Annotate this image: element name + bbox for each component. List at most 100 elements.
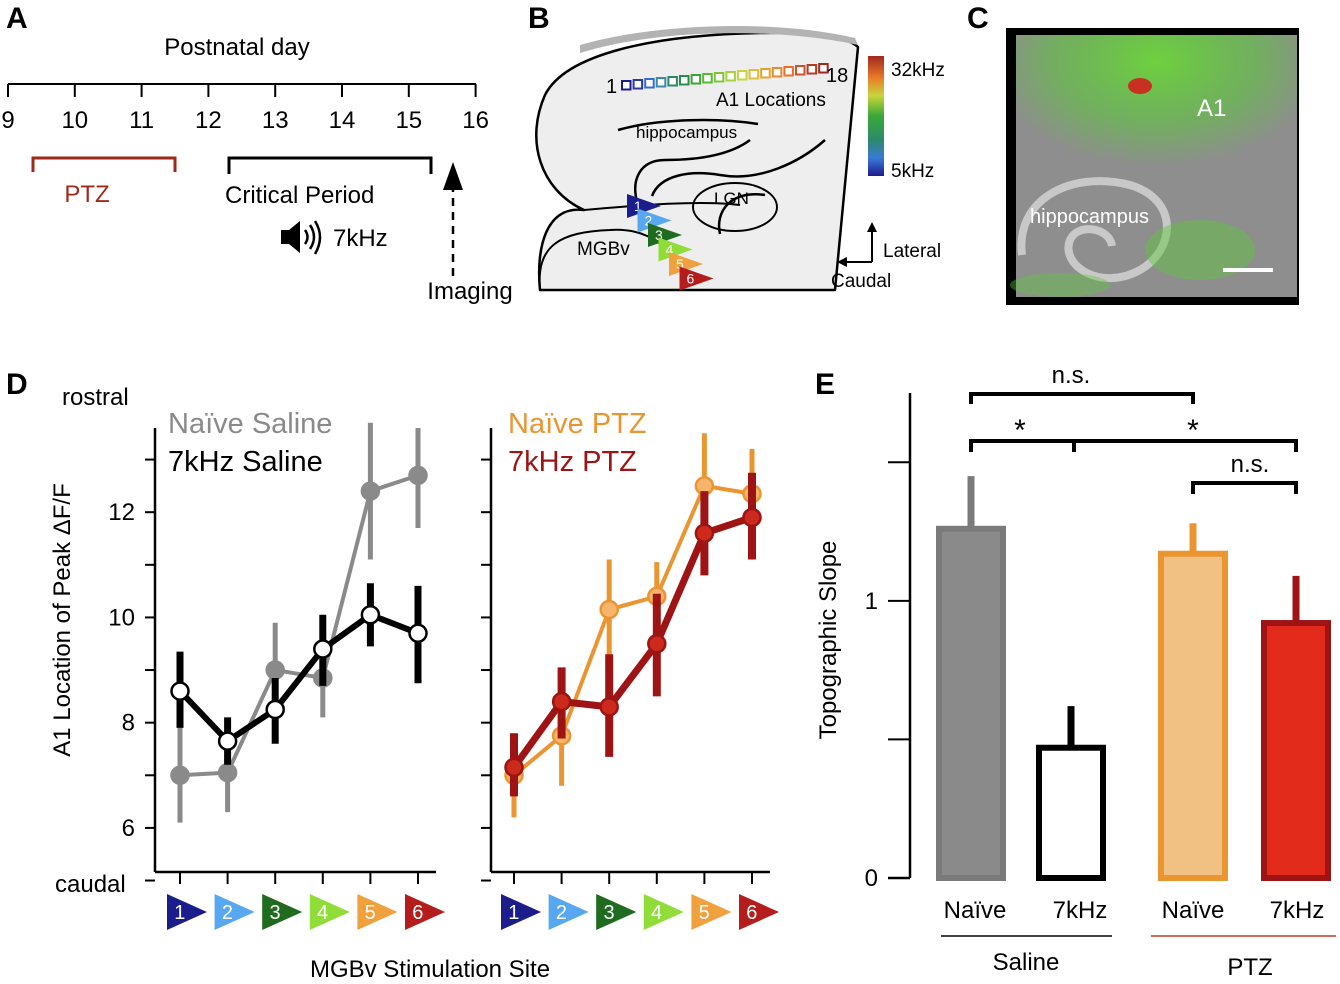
sig-star-saline: * [1014,414,1026,447]
bar-naive-ptz [1158,550,1228,881]
sig-star-cross: * [1187,414,1199,447]
d-right-plot [504,433,762,818]
mgbv-site-marker-6-shape [679,266,714,291]
d-right-site-marker-2-shape [548,894,589,930]
d-left-site-markers: 1 2 3 4 5 6 [167,894,445,930]
panel-e: E Topographic Slope 01 n.s. * * n.s. Naï… [815,362,1336,981]
khz-ptz-point [647,633,667,654]
bar-label-naive-ptz: Naïve [1162,897,1225,924]
caudal-label-d: caudal [55,871,126,898]
lateral-label: Lateral [883,241,941,262]
speaker-icon [281,220,322,255]
legend-naive-ptz: Naïve PTZ [508,408,647,440]
lgn-outline [692,182,778,232]
d-left-site-marker-3-label: 3 [269,902,280,924]
d-left-site-marker-5-shape [357,894,398,930]
imaging-arrowhead [443,162,463,190]
a1-location-square [713,72,725,83]
timeline-tick-label: 15 [395,107,422,134]
d-left-site-marker-3-shape [262,894,303,930]
timeline-tick-label: 13 [262,107,289,134]
khz-ptz-point [599,697,619,717]
bar-label-naive-saline: Naïve [944,897,1007,924]
d-left-site-marker-6-label: 6 [412,902,423,924]
d-left-site-marker-5-label: 5 [365,902,376,924]
a1-location-square [632,79,644,90]
d-right-site-marker-3-shape [596,894,637,930]
bar-label-7khz-ptz: 7kHz [1270,897,1325,924]
d-left-site-marker-4-shape [309,894,350,930]
a1-location-square [806,64,818,75]
a1-location-square [748,69,760,80]
mgbv-site-marker-1-shape [627,194,661,218]
ptz-label: PTZ [64,181,109,208]
naive-ptz-point [599,599,619,620]
group-label-ptz: PTZ [1227,954,1272,981]
a1-location-square [621,80,632,91]
a1-location-square [771,67,783,78]
mgbv-site-marker-6-label: 6 [686,271,694,287]
hippocampus-label-c: hippocampus [1030,206,1149,228]
bar-7khz-ptz [1261,620,1331,881]
khz-saline-point [265,699,285,720]
khz-ptz-point [551,691,572,712]
d-right-site-marker-6-label: 6 [746,902,757,924]
a1-activation [1016,35,1297,210]
mgbv-label: MGBv [577,239,630,260]
naive-saline-point [217,762,238,783]
d-left-plot [170,422,428,823]
d-left-site-marker-5: 5 [357,894,398,930]
d-right-site-marker-6-shape [739,894,779,930]
d-right-site-marker-2-label: 2 [556,902,567,924]
a1-location-square [795,65,806,76]
group-label-saline: Saline [993,949,1060,976]
white-matter-line [583,201,741,211]
panel-e-label: E [815,368,835,401]
bar-naive-saline [936,525,1006,881]
sig-ns-top: n.s. [1052,362,1091,389]
d-right-site-marker-4: 4 [643,894,684,930]
a1-last-number: 18 [826,65,848,87]
d-left-site-marker-6: 6 [405,894,445,930]
frequency-colorbar [868,56,884,176]
panel-b-label: B [528,2,550,35]
d-left-site-marker-2-shape [214,894,255,930]
panel-a-label: A [6,2,28,35]
d-y-axis-title: A1 Location of Peak ΔF/F [49,483,76,757]
colorbar-high-label: 32kHz [891,60,945,81]
d-right-site-marker-5-label: 5 [699,902,710,924]
khz-saline-point [360,605,381,625]
d-right-site-marker-4-label: 4 [651,902,662,924]
d-y-tick-label: 8 [122,710,135,737]
a1-location-square [690,74,702,85]
hippocampus-label-b: hippocampus [636,123,737,142]
d-left-site-marker-6-shape [405,894,445,930]
a1-location-squares [621,63,829,91]
lgn-label: LGN [714,189,749,208]
d-y-tick-label: 12 [108,499,135,526]
mgbv-site-marker-5-shape [669,252,703,276]
a1-location-square [702,73,713,84]
mgbv-site-marker-6: 6 [679,266,714,291]
khz-ptz-line [511,514,754,770]
d-y-tick-label: 6 [122,815,135,842]
caudal-label-b: Caudal [831,271,891,292]
timeline-tick-label: 10 [61,107,88,134]
legend-naive-saline: Naïve Saline [168,408,332,440]
mgbv-site-marker-2-label: 2 [644,213,652,229]
khz-ptz-point [694,523,715,543]
e-y-axis-title: Topographic Slope [815,541,842,740]
rostral-label: rostral [62,384,129,411]
d-right-site-marker-6: 6 [739,894,779,930]
a1-location-square [644,78,655,89]
bar-label-7khz-saline: 7kHz [1053,897,1108,924]
khz-saline-point [170,681,190,701]
e-y-tick-label-0: 0 [865,865,878,892]
d-left-axis: 6 8 10 12 [108,428,436,884]
d-left-site-marker-1-label: 1 [174,902,185,924]
timeline-tick-label: 9 [1,107,14,134]
khz-saline-point [217,731,238,751]
timeline-ticks: 9 10 11 12 13 14 15 16 [1,84,489,134]
